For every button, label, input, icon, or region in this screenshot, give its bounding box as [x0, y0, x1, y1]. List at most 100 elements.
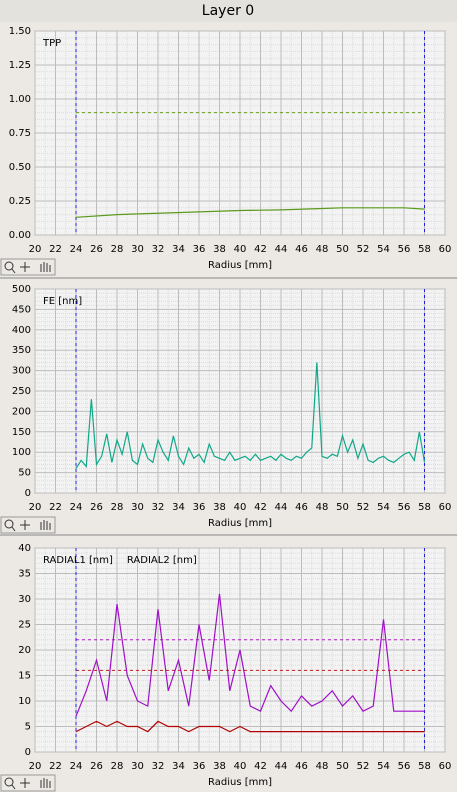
series-line [75, 207, 425, 218]
x-tick-label: 42 [254, 502, 267, 513]
x-tick-label: 32 [152, 761, 165, 772]
zoom-icon[interactable] [4, 519, 14, 529]
pan-icon[interactable] [40, 778, 51, 788]
y-tick-label: 50 [18, 468, 31, 479]
y-tick-label: 10 [18, 696, 31, 707]
x-tick-label: 24 [70, 244, 83, 255]
cross-icon[interactable] [20, 778, 30, 788]
y-tick-label: 1.00 [9, 94, 31, 105]
x-tick-label: 34 [172, 244, 185, 255]
zoom-icon[interactable] [11, 268, 16, 274]
x-tick-label: 28 [111, 244, 124, 255]
pan-icon[interactable] [40, 262, 51, 272]
y-tick-label: 150 [12, 427, 31, 438]
y-tick-label: 400 [12, 325, 31, 336]
y-tick-label: 300 [12, 366, 31, 377]
toolbar[interactable] [0, 516, 56, 534]
x-tick-label: 44 [275, 502, 288, 513]
x-tick-label: 38 [213, 502, 226, 513]
y-tick-label: 0 [25, 747, 31, 758]
x-tick-label: 28 [111, 761, 124, 772]
x-tick-label: 22 [49, 502, 62, 513]
x-tick-label: 46 [295, 761, 308, 772]
legend-label: RADIAL1 [nm] [43, 555, 113, 566]
y-tick-label: 250 [12, 386, 31, 397]
x-tick-label: 58 [418, 502, 431, 513]
x-tick-label: 56 [398, 761, 411, 772]
series-line [75, 593, 425, 717]
x-axis-label: Radius [mm] [208, 777, 272, 788]
y-tick-label: 30 [18, 594, 31, 605]
y-tick-label: 1.50 [9, 26, 31, 37]
x-tick-label: 50 [336, 761, 349, 772]
x-axis-label: Radius [mm] [208, 518, 272, 529]
x-tick-label: 30 [131, 761, 144, 772]
pan-icon[interactable] [40, 520, 51, 530]
x-tick-label: 30 [131, 244, 144, 255]
legend-label: RADIAL2 [nm] [127, 555, 197, 566]
x-tick-label: 22 [49, 244, 62, 255]
y-tick-label: 450 [12, 304, 31, 315]
y-tick-label: 100 [12, 447, 31, 458]
x-tick-label: 60 [439, 502, 452, 513]
cross-icon[interactable] [20, 520, 30, 530]
x-tick-label: 24 [70, 502, 83, 513]
chart-title: Layer 0 [202, 3, 254, 19]
x-tick-label: 52 [357, 761, 370, 772]
x-tick-label: 54 [377, 761, 390, 772]
x-tick-label: 48 [316, 244, 329, 255]
zoom-icon[interactable] [11, 526, 16, 532]
x-tick-label: 56 [398, 244, 411, 255]
x-tick-label: 50 [336, 244, 349, 255]
x-tick-label: 30 [131, 502, 144, 513]
y-tick-label: 0.25 [9, 196, 31, 207]
toolbar[interactable] [0, 258, 56, 276]
series-line [75, 362, 426, 469]
series-line [75, 720, 425, 733]
x-tick-label: 38 [213, 244, 226, 255]
zoom-icon[interactable] [4, 777, 14, 787]
x-tick-label: 20 [29, 502, 42, 513]
y-tick-label: 350 [12, 345, 31, 356]
x-tick-label: 34 [172, 761, 185, 772]
cross-icon[interactable] [20, 262, 30, 272]
x-tick-label: 54 [377, 244, 390, 255]
y-tick-label: 25 [18, 620, 31, 631]
y-tick-label: 0.50 [9, 162, 31, 173]
y-tick-label: 1.25 [9, 60, 31, 71]
y-tick-label: 5 [25, 722, 31, 733]
x-tick-label: 38 [213, 761, 226, 772]
zoom-icon[interactable] [11, 784, 16, 790]
title-bar [0, 0, 457, 22]
x-tick-label: 20 [29, 761, 42, 772]
x-tick-label: 52 [357, 244, 370, 255]
x-tick-label: 34 [172, 502, 185, 513]
x-tick-label: 46 [295, 502, 308, 513]
x-tick-label: 22 [49, 761, 62, 772]
x-tick-label: 40 [234, 502, 247, 513]
x-tick-label: 26 [90, 502, 103, 513]
zoom-icon[interactable] [4, 261, 14, 271]
x-tick-label: 42 [254, 761, 267, 772]
toolbar[interactable] [0, 774, 56, 792]
y-tick-label: 0.00 [9, 230, 31, 241]
x-tick-label: 58 [418, 761, 431, 772]
x-tick-label: 44 [275, 761, 288, 772]
y-tick-label: 0 [25, 488, 31, 499]
y-tick-label: 200 [12, 406, 31, 417]
y-tick-label: 40 [18, 543, 31, 554]
x-axis-label: Radius [mm] [208, 260, 272, 271]
x-tick-label: 36 [193, 761, 206, 772]
y-tick-label: 15 [18, 671, 31, 682]
x-tick-label: 20 [29, 244, 42, 255]
x-tick-label: 60 [439, 244, 452, 255]
x-tick-label: 48 [316, 502, 329, 513]
x-tick-label: 32 [152, 502, 165, 513]
x-tick-label: 36 [193, 502, 206, 513]
x-tick-label: 36 [193, 244, 206, 255]
x-tick-label: 28 [111, 502, 124, 513]
x-tick-label: 42 [254, 244, 267, 255]
x-tick-label: 40 [234, 244, 247, 255]
